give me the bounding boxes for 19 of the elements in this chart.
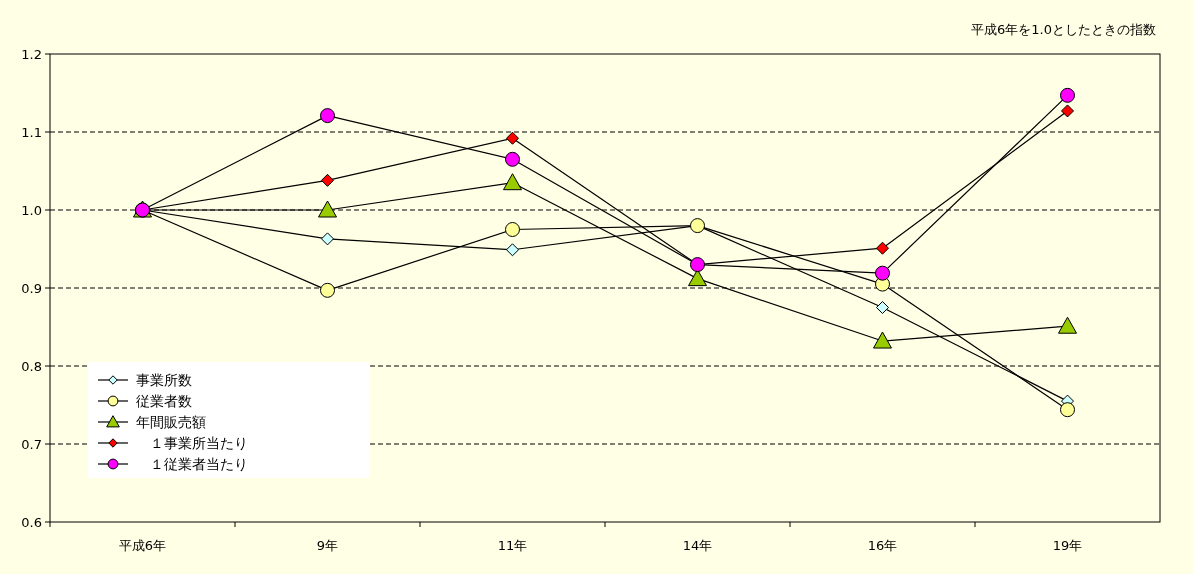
legend-label: １従業者当たり bbox=[150, 456, 248, 472]
x-tick-label: 14年 bbox=[682, 538, 713, 553]
y-tick-label: 1.1 bbox=[21, 125, 42, 140]
y-tick-label: 0.8 bbox=[21, 359, 42, 374]
legend-label: 従業者数 bbox=[136, 393, 192, 409]
text: 平成6年を1.0としたときの指数 bbox=[971, 22, 1156, 37]
x-tick-label: 19年 bbox=[1052, 538, 1083, 553]
x-tick-label: 11年 bbox=[497, 538, 528, 553]
legend-label: 事業所数 bbox=[136, 372, 192, 388]
y-tick-label: 1.2 bbox=[21, 47, 42, 62]
legend-label: 年間販売額 bbox=[136, 414, 206, 430]
x-tick-label: 9年 bbox=[316, 538, 339, 553]
x-tick-label: 平成6年 bbox=[118, 538, 167, 553]
y-tick-label: 0.7 bbox=[21, 437, 42, 452]
y-tick-label: 1.0 bbox=[21, 203, 42, 218]
legend-label: １事業所当たり bbox=[150, 435, 248, 451]
y-tick-label: 0.6 bbox=[21, 515, 42, 530]
y-tick-label: 0.9 bbox=[21, 281, 42, 296]
x-tick-label: 16年 bbox=[867, 538, 898, 553]
